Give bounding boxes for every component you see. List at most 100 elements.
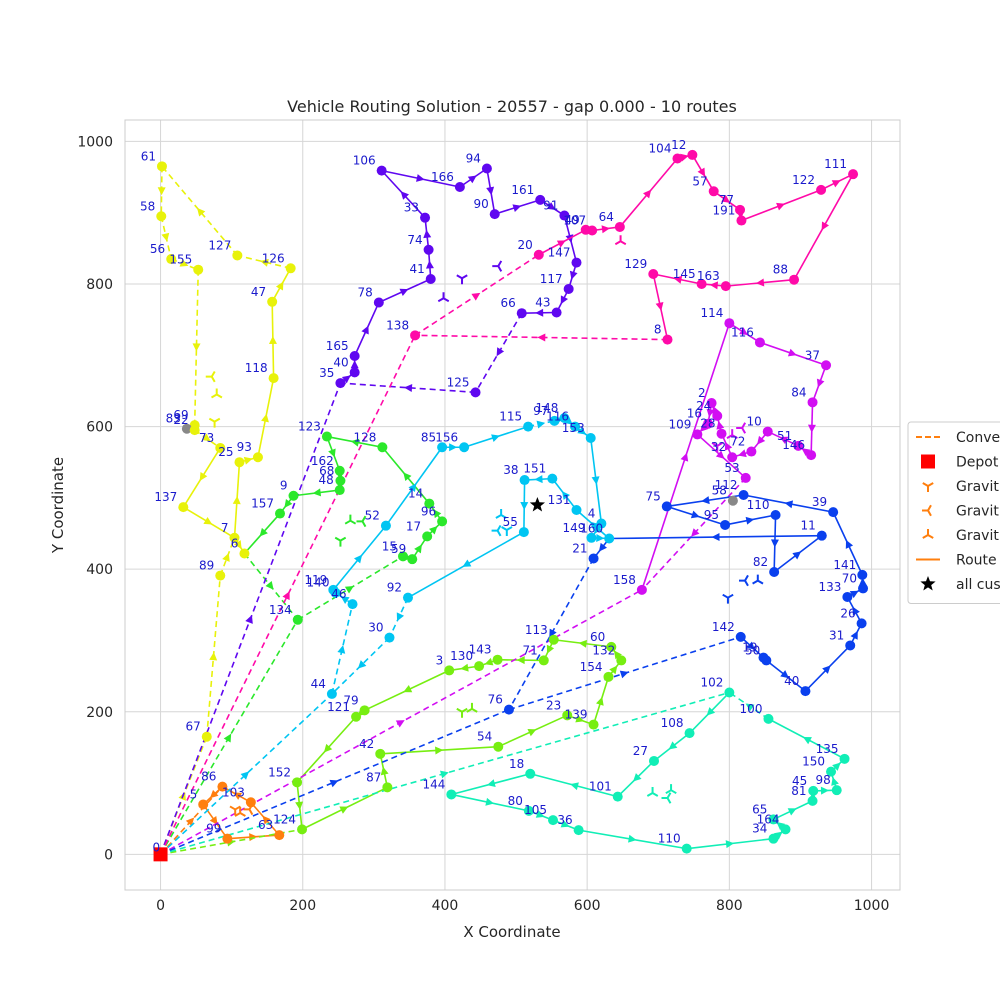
customer-node [407, 554, 418, 565]
gravity-marker [736, 422, 747, 434]
customer-node [459, 442, 470, 453]
route-arrow [746, 641, 756, 650]
customer-node [373, 297, 384, 308]
customer-node [724, 318, 735, 329]
route-arrow [357, 660, 367, 669]
node-label: 161 [511, 183, 534, 197]
customer-node [736, 215, 747, 226]
customer-node [588, 553, 599, 564]
route-arrow [262, 815, 271, 825]
route-arrow [716, 420, 725, 430]
route-arrow [691, 528, 700, 537]
node-label: 122 [792, 173, 815, 187]
customer-node [696, 278, 707, 289]
gravity-marker [211, 388, 223, 399]
customer-node [178, 502, 189, 513]
customer-node [793, 440, 804, 451]
node-label: 129 [624, 257, 647, 271]
node-label: 130 [450, 649, 473, 663]
node-label: 23 [546, 698, 561, 712]
customer-node [516, 308, 527, 319]
route-arrow [537, 333, 546, 342]
customer-node [481, 163, 492, 174]
route-arrow [575, 714, 585, 723]
node-label: 58 [140, 199, 155, 213]
node-label: 28 [700, 417, 715, 431]
route-arrow [598, 542, 607, 552]
node-label: 75 [646, 489, 661, 503]
route-arrow [209, 815, 218, 825]
route-arrow [161, 232, 170, 242]
node-label: 31 [829, 628, 844, 642]
customer-node [493, 741, 504, 752]
customer-node [267, 296, 278, 307]
customer-node [612, 791, 623, 802]
route-arrow [350, 438, 360, 447]
route-arrow [284, 499, 293, 508]
route-arrow [460, 663, 469, 672]
customer-node [754, 337, 765, 348]
customer-node [768, 833, 779, 844]
legend-label: Gravit [956, 504, 999, 520]
route-arrow [233, 540, 242, 550]
customer-node [585, 432, 596, 443]
route-arrow [414, 544, 422, 554]
route-arrow [259, 527, 268, 537]
gravity-marker [466, 702, 478, 713]
node-label: 85 [421, 430, 436, 444]
node-label: 135 [816, 742, 839, 756]
route-arrow [655, 302, 664, 311]
node-label: 109 [668, 417, 691, 431]
route-arrow [380, 766, 389, 776]
route-arrow [757, 435, 766, 445]
legend-tri-swatch [922, 529, 934, 539]
legend-square-swatch [921, 454, 935, 469]
node-label: 94 [466, 151, 481, 165]
node-label: 59 [391, 542, 406, 556]
route-arrow [395, 720, 405, 728]
x-tick-label: 400 [432, 898, 459, 914]
route-arrow [486, 779, 496, 787]
node-label: 64 [599, 210, 614, 224]
customer-node [762, 426, 773, 437]
node-label: 22 [173, 413, 188, 427]
y-axis-label: Y Coordinate [49, 457, 67, 554]
node-label: 152 [268, 765, 291, 779]
customer-node [326, 688, 337, 699]
customer-node [538, 655, 549, 666]
node-label: 51 [777, 429, 792, 443]
route-arrow [337, 645, 346, 654]
node-label: 33 [404, 201, 419, 215]
route-arrow [697, 167, 706, 177]
gravity-marker [208, 417, 221, 428]
route-arrow [261, 413, 269, 423]
customer-node [816, 530, 827, 541]
route-arrow [440, 770, 449, 779]
route-arrow [275, 281, 284, 291]
node-label: 157 [251, 497, 274, 511]
customer-node [821, 360, 832, 371]
route-arrow [400, 191, 410, 200]
gravity-marker [491, 524, 502, 537]
gravity-markers [205, 235, 764, 817]
node-label: 155 [169, 253, 192, 267]
node-label: 57 [692, 174, 707, 188]
route-arrow [755, 278, 765, 287]
customer-node [446, 789, 457, 800]
route-arrow [832, 762, 841, 771]
node-label: 77 [719, 193, 734, 207]
customer-node [547, 473, 558, 484]
node-label: 126 [262, 251, 285, 265]
customer-node [503, 704, 514, 715]
customer-node [716, 428, 727, 439]
node-label: 20 [518, 238, 533, 252]
gravity-marker [711, 441, 723, 452]
legend-label: Gravit [956, 479, 999, 495]
node-label: 76 [488, 693, 503, 707]
route-arrow [192, 343, 201, 352]
node-label: 37 [805, 348, 820, 362]
node-label: 73 [199, 431, 214, 445]
customer-node [549, 415, 560, 426]
customer-node [245, 797, 256, 808]
